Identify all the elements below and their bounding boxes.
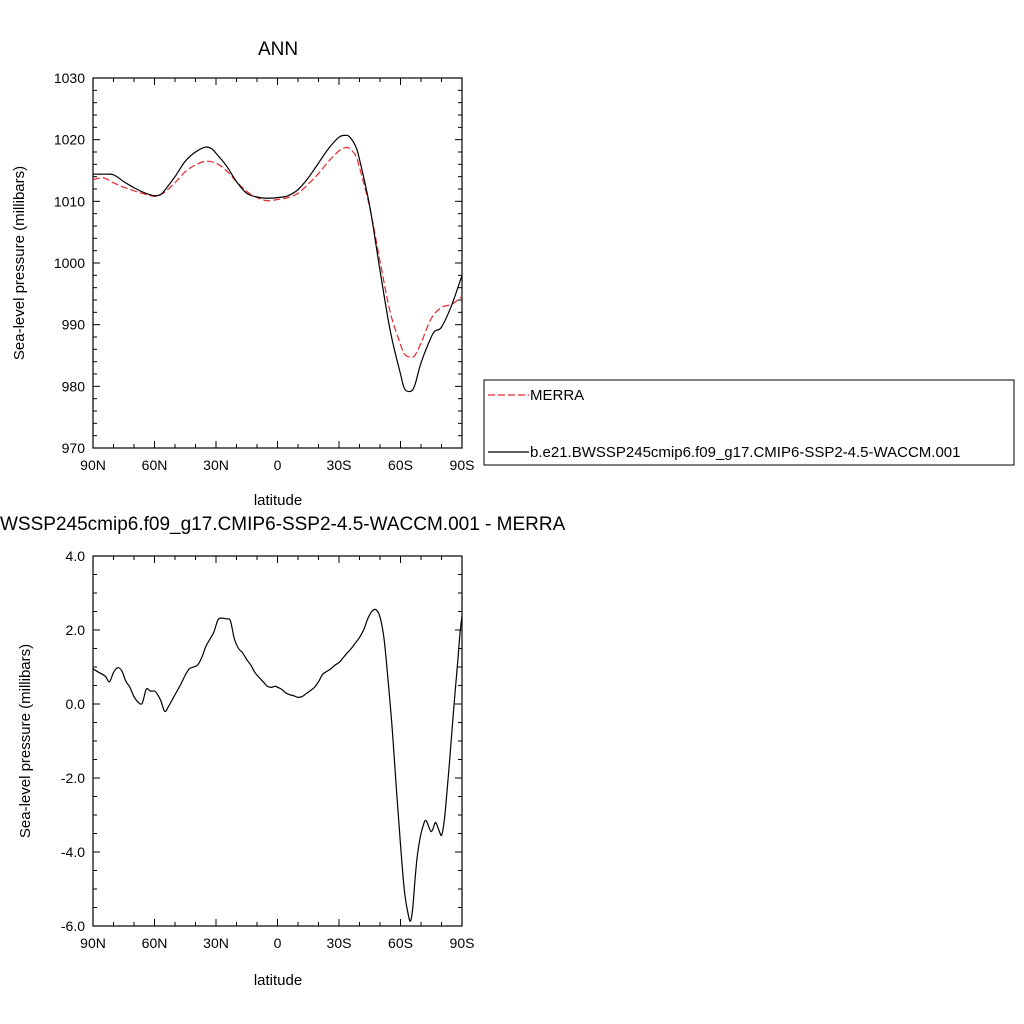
legend-label-merra: MERRA [530,387,584,404]
top-chart-xlabel: latitude [254,492,302,509]
top-chart-ytick-label: 980 [62,378,86,394]
bottom-chart-title: WSSP245cmip6.f09_g17.CMIP6-SSP2-4.5-WACC… [0,514,566,535]
top-chart-frame [92,77,463,449]
top-chart-xtick-label: 60N [142,457,168,473]
bottom-chart-xtick-label: 60S [388,935,413,951]
top-chart-ytick-label: 1000 [54,255,85,271]
legend-label-model: b.e21.BWSSP245cmip6.f09_g17.CMIP6-SSP2-4… [530,444,960,461]
top-chart-ytick-label: 970 [62,440,86,456]
bottom-chart-ytick-label: -6.0 [61,918,85,934]
top-chart-series [92,134,463,393]
top-chart-xtick-label: 90S [450,457,475,473]
top-chart-title: ANN [258,39,298,60]
top-chart-ytick-label: 1020 [54,132,85,148]
top-chart-xtick-label: 90N [80,457,106,473]
top-chart-xtick-label: 30S [327,457,352,473]
top-chart-series-line-1 [92,134,463,393]
bottom-chart-xtick-label: 90S [450,935,475,951]
bottom-chart-xtick-label: 30N [203,935,229,951]
bottom-chart-ytick-label: 0.0 [66,696,86,712]
bottom-chart-xtick-label: 90N [80,935,106,951]
legend-box [483,379,1015,466]
top-chart-ytick-label: 1010 [54,193,85,209]
bottom-chart-xtick-label: 30S [327,935,352,951]
bottom-chart-series-line-0 [92,608,463,922]
top-chart-xtick-label: 60S [388,457,413,473]
top-chart-series-line-0 [92,146,463,359]
bottom-chart-axes: 90N 60N 30N 0 30S 60S 90S -6.0 -4.0 -2.0 0.0 2.0 4.0 [61,548,475,951]
bottom-chart: WSSP245cmip6.f09_g17.CMIP6-SSP2-4.5-WACC… [0,514,566,989]
bottom-chart-xtick-label: 60N [142,935,168,951]
top-chart-ytick-label: 1030 [54,70,85,86]
bottom-chart-series [92,608,463,922]
top-chart-axes: 90N 60N 30N 0 30S 60S 90S 970 980 990 1000 1010 1020… [54,70,475,473]
bottom-chart-ytick-label: -4.0 [61,844,85,860]
top-chart: ANN 90N 60N 30N 0 30S 60S 90S 970 980 990 1000 1010… [11,39,474,509]
top-chart-ytick-label: 990 [62,317,86,333]
bottom-chart-xlabel: latitude [254,972,302,989]
bottom-chart-ylabel: Sea-level pressure (millibars) [17,644,34,838]
bottom-chart-ytick-label: 4.0 [66,548,86,564]
legend: MERRA b.e21.BWSSP245cmip6.f09_g17.CMIP6-… [483,379,1015,466]
bottom-chart-ytick-label: -2.0 [61,770,85,786]
top-chart-xtick-label: 0 [274,457,282,473]
bottom-chart-ytick-label: 2.0 [66,622,86,638]
top-chart-ylabel: Sea-level pressure (millibars) [11,166,28,360]
top-chart-xtick-label: 30N [203,457,229,473]
bottom-chart-xtick-label: 0 [274,935,282,951]
bottom-chart-frame [92,555,463,927]
